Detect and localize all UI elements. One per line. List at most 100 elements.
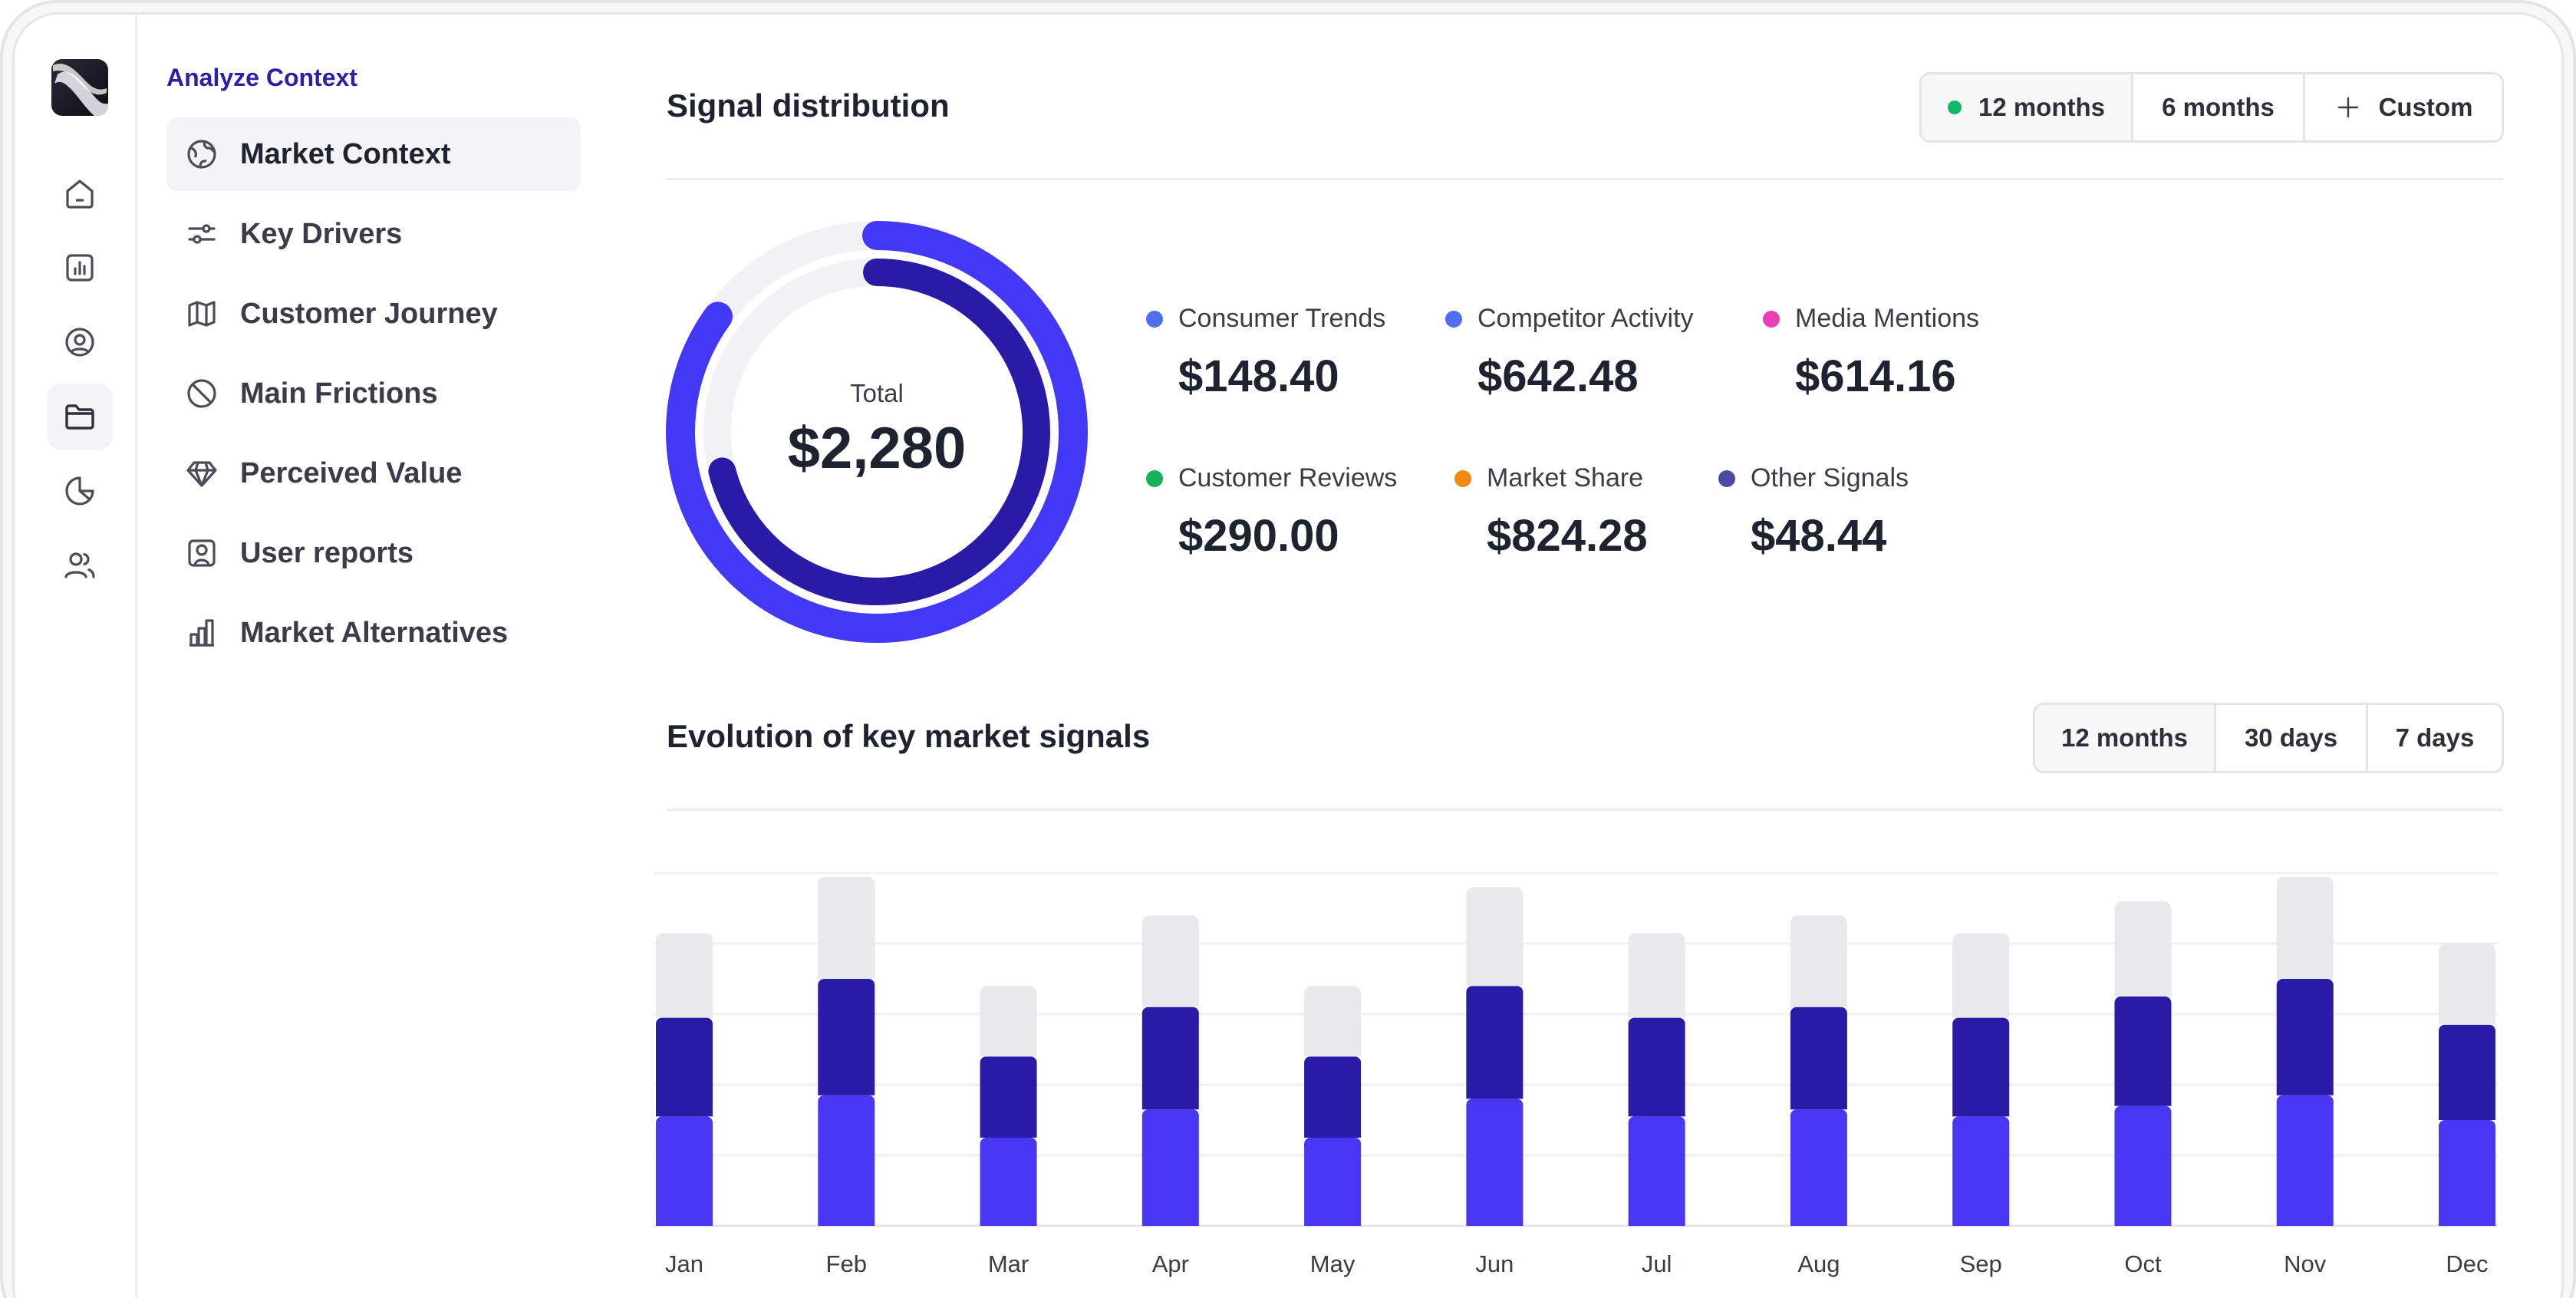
range-12-months-button[interactable]: 12 months [1922,74,2133,140]
bar-segment-jun-1[interactable] [1466,986,1524,1099]
range-12-months-button[interactable]: 12 months [2035,705,2216,771]
bar-segment-dec-1[interactable] [2439,1024,2495,1120]
nav-item-label: Main Frictions [240,377,438,410]
legend-label: Market Share [1487,463,1644,493]
bars-icon [189,619,214,647]
signal-donut-chart: Total $2,280 [666,221,1088,643]
nav-analytics[interactable] [47,235,113,301]
legend-value: $824.28 [1487,511,1648,561]
range-label: 30 days [2244,723,2338,752]
range-30-days-button[interactable]: 30 days [2216,705,2368,771]
legend-item: Consumer Trends $148.40 [1146,304,1385,402]
range-label: 7 days [2395,723,2475,752]
bar-segment-aug-2[interactable] [1790,915,1847,1007]
range-7-days-button[interactable]: 7 days [2368,705,2502,771]
nav-users[interactable] [47,532,113,598]
bar-segment-apr-0[interactable] [1141,1109,1199,1226]
bar-segment-aug-0[interactable] [1790,1109,1847,1226]
legend-dot [1763,310,1780,328]
nav-item-market-alternatives[interactable]: Market Alternatives [166,596,581,670]
bar-segment-apr-1[interactable] [1141,1006,1199,1110]
bar-segment-jan-0[interactable] [656,1116,713,1226]
range-label: Custom [2378,93,2473,121]
bar-segment-jul-1[interactable] [1628,1017,1685,1117]
bar-segment-mar-2[interactable] [980,986,1037,1057]
analytics-icon [66,254,94,282]
outer-ring-arc [666,221,1088,643]
legend-dot [1146,310,1163,328]
legend-dot [1146,469,1163,487]
nav-pie-chart[interactable] [47,458,113,524]
range-custom-button[interactable]: Custom [2305,74,2502,140]
bar-segment-jun-2[interactable] [1466,887,1524,987]
range-6-months-button[interactable]: 6 months [2133,74,2305,140]
legend-value: $642.48 [1477,351,1639,401]
section-divider [667,178,2503,180]
bar-segment-jul-0[interactable] [1628,1116,1685,1226]
x-tick-label: Nov [2284,1250,2327,1277]
nav-item-market-context[interactable]: Market Context [166,117,581,191]
range-label: 12 months [2060,723,2189,752]
bar-segment-aug-1[interactable] [1790,1006,1847,1110]
bar-segment-nov-1[interactable] [2276,979,2334,1095]
nav-item-perceived-value[interactable]: Perceived Value [166,437,581,510]
legend-value: $148.40 [1178,351,1339,401]
legend-label: Media Mentions [1795,304,1980,333]
bar-segment-sep-0[interactable] [1952,1116,2010,1226]
bar-segment-may-0[interactable] [1304,1138,1362,1226]
nav-item-label: Perceived Value [240,456,463,489]
bar-segment-nov-2[interactable] [2276,876,2334,979]
nav-item-customer-journey[interactable]: Customer Journey [166,277,581,351]
plus-icon [2337,97,2358,118]
sliders-icon [188,224,216,244]
bar-segment-feb-1[interactable] [818,979,875,1095]
profile-icon [65,328,94,357]
legend-label: Consumer Trends [1178,304,1386,333]
legend-dot [1718,469,1735,487]
range-label: 12 months [1978,93,2106,121]
active-dot-icon [1947,100,1962,114]
app-logo[interactable] [51,59,108,116]
map-icon [188,301,216,327]
home-icon [66,180,94,209]
bar-segment-sep-2[interactable] [1952,933,2010,1018]
legend-value: $614.16 [1795,351,1956,401]
bar-segment-apr-2[interactable] [1141,915,1199,1007]
nav-item-main-frictions[interactable]: Main Frictions [166,357,581,430]
bar-segment-jun-0[interactable] [1466,1099,1524,1226]
evolution-range-selector: 12 months 30 days 7 days [2033,703,2504,773]
bar-segment-sep-1[interactable] [1952,1017,2010,1117]
nav-item-key-drivers[interactable]: Key Drivers [166,197,581,271]
nav-profile[interactable] [47,309,113,375]
bar-segment-dec-0[interactable] [2439,1120,2495,1226]
bar-segment-feb-0[interactable] [818,1095,875,1226]
range-label: 6 months [2162,93,2275,121]
legend-dot [1454,469,1471,487]
bar-segment-mar-0[interactable] [980,1138,1037,1226]
bar-segment-jul-2[interactable] [1628,933,1685,1018]
bar-segment-nov-0[interactable] [2276,1095,2334,1226]
bar-segment-oct-0[interactable] [2114,1105,2172,1226]
bar-segment-oct-2[interactable] [2114,901,2172,997]
x-tick-label: Mar [988,1250,1029,1277]
block-icon [187,379,216,408]
nav-folder[interactable] [47,384,113,450]
donut-total-label: Total [850,379,904,407]
x-tick-label: Apr [1152,1250,1189,1277]
nav-home[interactable] [47,160,113,226]
nav-item-user-reports[interactable]: User reports [166,516,581,590]
bar-segment-jan-2[interactable] [656,933,713,1018]
bar-segment-may-2[interactable] [1304,986,1362,1057]
bar-segment-mar-1[interactable] [980,1056,1037,1138]
legend-label: Competitor Activity [1477,304,1694,333]
x-tick-label: Sep [1960,1250,2002,1277]
x-tick-label: Aug [1797,1250,1840,1277]
bar-segment-dec-2[interactable] [2439,944,2495,1025]
bar-segment-jan-1[interactable] [656,1017,713,1117]
bar-segment-feb-2[interactable] [818,876,875,979]
bar-segment-oct-1[interactable] [2114,997,2172,1106]
x-tick-label: Jan [665,1250,703,1277]
legend-value: $290.00 [1178,511,1339,561]
folder-icon [65,404,94,430]
bar-segment-may-1[interactable] [1304,1056,1362,1138]
